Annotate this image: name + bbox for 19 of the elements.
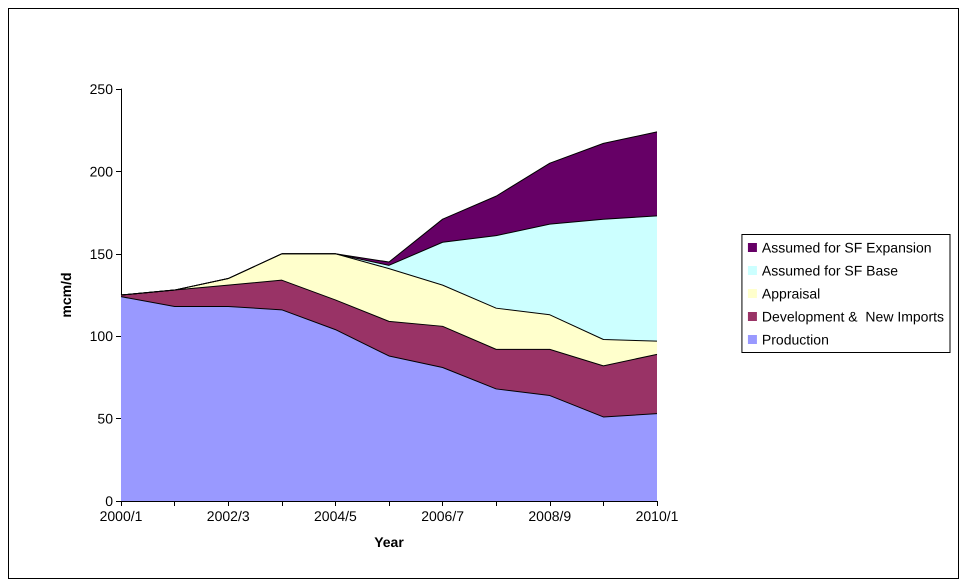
y-tick-label: 250 xyxy=(90,81,114,97)
x-tick-label: 2002/3 xyxy=(206,508,250,524)
x-axis-title: Year xyxy=(374,534,404,550)
y-tick-label: 100 xyxy=(90,328,114,344)
y-tick-label: 200 xyxy=(90,163,114,180)
y-tick-label: 50 xyxy=(97,410,114,427)
y-tick-label: 150 xyxy=(90,246,114,262)
x-tick-label: 2004/5 xyxy=(314,508,358,524)
x-tick-label: 2006/7 xyxy=(421,508,464,524)
legend-label: Appraisal xyxy=(762,286,820,302)
legend-label: Production xyxy=(762,332,829,348)
y-axis-title: mcm/d xyxy=(58,272,74,318)
x-tick-label: 2008/9 xyxy=(528,508,572,524)
x-tick-label: 2010/1 xyxy=(636,508,679,524)
legend-label: Assumed for SF Base xyxy=(762,262,898,278)
y-tick-label: 0 xyxy=(105,493,114,509)
legend-label: Development & New Imports xyxy=(762,308,944,324)
legend-label: Assumed for SF Expansion xyxy=(762,240,932,256)
x-tick-label: 2000/1 xyxy=(100,508,143,524)
